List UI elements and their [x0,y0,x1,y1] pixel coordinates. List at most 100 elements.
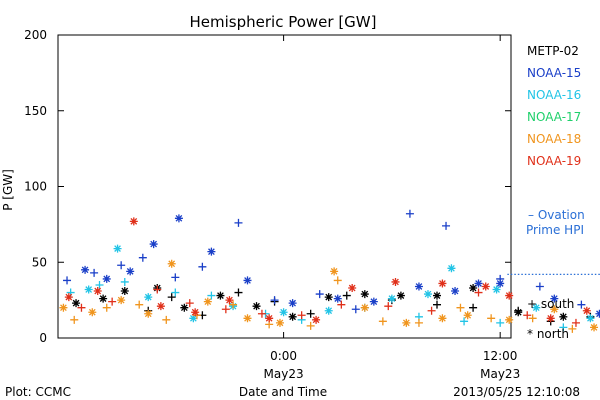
y-tick-label: 0 [39,331,47,345]
south-point [306,309,315,318]
south-point [221,305,230,314]
north-point [433,291,442,300]
north-point [550,305,559,314]
north-point [207,247,216,256]
south-point [442,221,451,230]
north-point [167,259,176,268]
north-point [492,285,501,294]
south-point [77,303,86,312]
north-point [348,284,357,293]
y-tick-label: 150 [24,104,47,118]
south-point [90,268,99,277]
south-point [63,276,72,285]
x-tick-label-date: May23 [480,367,520,381]
north-point [324,306,333,315]
north-point [546,314,555,323]
south-point [171,288,180,297]
marker-legend-entry: + south [527,297,574,311]
north-point [481,282,490,291]
north-point [550,294,559,303]
south-point [297,311,306,320]
south-point [234,218,243,227]
south-point [337,300,346,309]
north-point [203,297,212,306]
north-point [288,312,297,321]
north-point [243,276,252,285]
south-point [528,314,537,323]
marker-legend-entry: * north [527,327,569,341]
legend-entry: NOAA-17 [527,110,581,124]
north-point [288,299,297,308]
x-axis-label: Date and Time [239,385,327,399]
north-point [180,303,189,312]
south-point [257,309,266,318]
south-point [153,285,162,294]
marker-legend: + south * north [527,297,574,341]
north-point [99,294,108,303]
north-point [225,296,234,305]
north-point [469,284,478,293]
north-point [252,302,261,311]
footer-left: Plot: CCMC [5,385,71,399]
south-point [135,300,144,309]
legend-entry: NOAA-15 [527,66,581,80]
y-axis: 0 50 100 150 200 [24,28,511,345]
south-point [384,302,393,311]
north-point [438,279,447,288]
south-point [414,318,423,327]
north-point [102,274,111,283]
north-point [243,314,252,323]
north-point [93,287,102,296]
south-point [487,314,496,323]
south-point [207,291,216,300]
north-point [88,308,97,317]
south-point [469,303,478,312]
north-point [126,267,135,276]
x-tick-label-time: 0:00 [270,349,297,363]
south-point [333,276,342,285]
south-point [185,299,194,308]
north-point [396,291,405,300]
south-point [117,261,126,270]
north-point [265,314,274,323]
north-point [447,264,456,273]
south-point [70,315,79,324]
north-point [474,279,483,288]
south-point [351,305,360,314]
south-point [95,280,104,289]
legend-entry: NOAA-16 [527,88,581,102]
legend-entry: NOAA-19 [527,154,581,168]
y-tick-label: 100 [24,180,47,194]
north-point [156,302,165,311]
north-point [369,297,378,306]
y-axis-label: P [GW] [1,169,15,211]
north-point [324,293,333,302]
south-point [108,297,117,306]
x-tick-label-date: May23 [264,367,304,381]
north-point [505,315,514,324]
north-point [414,282,423,291]
north-point [387,294,396,303]
north-point [120,287,129,296]
north-point [144,309,153,318]
south-point [229,300,238,309]
south-point [523,311,532,320]
legend: METP-02 NOAA-15 NOAA-16 NOAA-17 NOAA-18 NOAA-… [527,44,581,168]
ovation-label-line2: Prime HPI [526,223,584,237]
south-point [559,323,568,332]
north-point [582,306,591,315]
south-point [496,318,505,327]
north-point [360,290,369,299]
north-point [559,312,568,321]
south-point [234,288,243,297]
south-point [315,290,324,299]
south-point [167,293,176,302]
south-point [474,288,483,297]
north-point [391,277,400,286]
south-point [427,306,436,315]
north-point [84,285,93,294]
south-point [120,277,129,286]
north-point [586,314,595,323]
south-point [378,317,387,326]
